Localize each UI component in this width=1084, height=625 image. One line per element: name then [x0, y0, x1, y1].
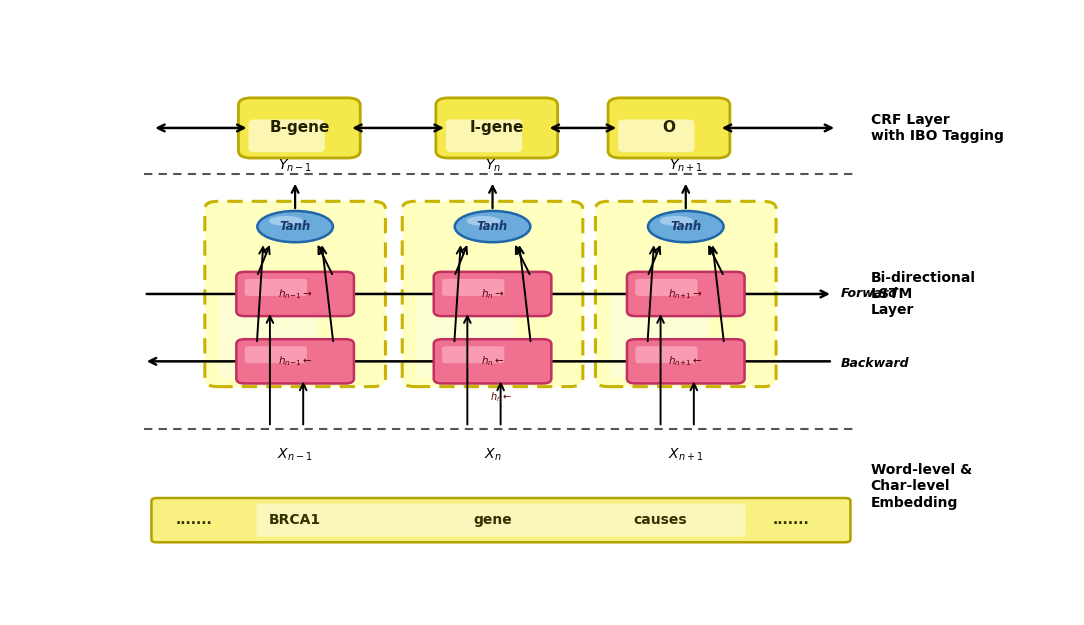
Text: $h_n \leftarrow$: $h_n \leftarrow$ [480, 354, 504, 368]
FancyBboxPatch shape [416, 294, 515, 378]
Text: causes: causes [634, 513, 687, 527]
FancyBboxPatch shape [434, 339, 552, 384]
Text: Forward: Forward [841, 288, 899, 301]
Text: $h_{n\!+\!1} \rightarrow$: $h_{n\!+\!1} \rightarrow$ [669, 287, 704, 301]
FancyBboxPatch shape [236, 272, 353, 316]
Text: $Y_n$: $Y_n$ [485, 158, 501, 174]
FancyBboxPatch shape [446, 119, 522, 152]
Ellipse shape [269, 216, 304, 226]
Text: $Y_{n-1}$: $Y_{n-1}$ [279, 158, 312, 174]
FancyBboxPatch shape [635, 346, 697, 363]
FancyBboxPatch shape [635, 279, 697, 296]
Text: Word-level &
Char-level
Embedding: Word-level & Char-level Embedding [870, 463, 971, 509]
FancyBboxPatch shape [618, 119, 695, 152]
FancyBboxPatch shape [219, 294, 318, 378]
FancyBboxPatch shape [442, 279, 504, 296]
FancyBboxPatch shape [205, 201, 386, 387]
Text: $X_{n+1}$: $X_{n+1}$ [668, 447, 704, 463]
FancyBboxPatch shape [402, 201, 583, 387]
FancyBboxPatch shape [257, 504, 746, 537]
FancyBboxPatch shape [442, 346, 504, 363]
Text: B-gene: B-gene [269, 121, 330, 136]
Text: Tanh: Tanh [670, 220, 701, 233]
Ellipse shape [660, 216, 694, 226]
Ellipse shape [466, 216, 501, 226]
Text: I-gene: I-gene [469, 121, 524, 136]
Ellipse shape [648, 211, 724, 242]
FancyBboxPatch shape [434, 272, 552, 316]
Text: $X_n$: $X_n$ [483, 447, 501, 463]
Text: gene: gene [474, 513, 512, 527]
Ellipse shape [455, 211, 530, 242]
Text: CRF Layer
with IBO Tagging: CRF Layer with IBO Tagging [870, 113, 1004, 143]
FancyBboxPatch shape [627, 272, 745, 316]
FancyBboxPatch shape [245, 279, 307, 296]
Text: Tanh: Tanh [477, 220, 508, 233]
Text: BRCA1: BRCA1 [269, 513, 321, 527]
Text: .......: ....... [176, 513, 212, 527]
FancyBboxPatch shape [152, 498, 851, 542]
Text: Backward: Backward [841, 357, 909, 370]
Text: $h_{n\!-\!1} \rightarrow$: $h_{n\!-\!1} \rightarrow$ [278, 287, 312, 301]
FancyBboxPatch shape [245, 346, 307, 363]
FancyBboxPatch shape [609, 294, 709, 378]
Text: .......: ....... [773, 513, 809, 527]
Text: $h_{n\!-\!1} \leftarrow$: $h_{n\!-\!1} \leftarrow$ [278, 354, 312, 368]
FancyBboxPatch shape [595, 201, 776, 387]
FancyBboxPatch shape [238, 98, 360, 158]
FancyBboxPatch shape [627, 339, 745, 384]
Text: O: O [662, 121, 675, 136]
FancyBboxPatch shape [248, 119, 325, 152]
Text: $h_{n\!+\!1} \leftarrow$: $h_{n\!+\!1} \leftarrow$ [669, 354, 704, 368]
Text: Bi-directional
LSTM
Layer: Bi-directional LSTM Layer [870, 271, 976, 317]
Ellipse shape [257, 211, 333, 242]
FancyBboxPatch shape [436, 98, 557, 158]
Text: $h_n \leftarrow$: $h_n \leftarrow$ [490, 391, 512, 404]
Text: $X_{n-1}$: $X_{n-1}$ [278, 447, 313, 463]
FancyBboxPatch shape [236, 339, 353, 384]
Text: Tanh: Tanh [280, 220, 311, 233]
FancyBboxPatch shape [608, 98, 730, 158]
Text: $h_n \rightarrow$: $h_n \rightarrow$ [480, 287, 504, 301]
Text: $Y_{n+1}$: $Y_{n+1}$ [669, 158, 702, 174]
